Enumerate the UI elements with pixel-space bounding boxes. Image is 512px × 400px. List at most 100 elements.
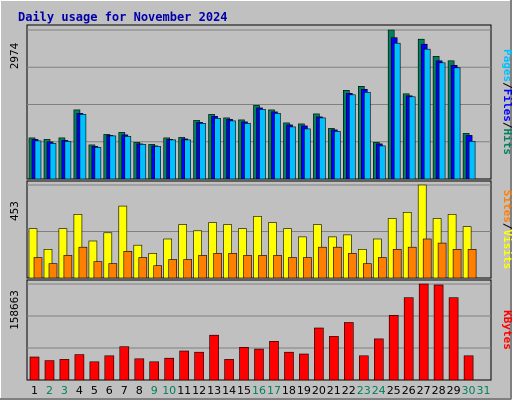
x-tick-label-day-29: 29: [447, 384, 461, 397]
x-tick-label-day-5: 5: [91, 384, 98, 397]
bar-visits-day-3: [58, 228, 68, 279]
x-tick-label-day-8: 8: [136, 384, 143, 397]
bar-sites-day-26: [407, 246, 417, 279]
x-tick-label-day-19: 19: [297, 384, 311, 397]
bar-sites-day-13: [213, 253, 222, 279]
bar-pages-day-27: [423, 48, 431, 180]
bar-pages-day-18: [289, 126, 296, 180]
panel-visits-ymax-label: 453: [8, 201, 21, 221]
legend-separator: /: [501, 223, 512, 230]
x-tick-label-day-9: 9: [151, 384, 158, 397]
bar-sites-day-28: [437, 242, 447, 279]
bar-sites-day-25: [392, 249, 402, 279]
bar-kbytes-day-26: [403, 297, 414, 381]
bar-pages-day-16: [259, 109, 266, 180]
bar-pages-day-20: [319, 117, 326, 180]
x-tick-label-day-4: 4: [76, 384, 83, 397]
bar-visits-day-5: [88, 240, 98, 279]
bar-sites-day-6: [108, 263, 118, 279]
bar-visits-day-4: [73, 214, 83, 279]
x-tick-label-day-25: 25: [387, 384, 401, 397]
x-tick-label-day-1: 1: [31, 384, 38, 397]
bar-pages-day-17: [274, 113, 281, 180]
bar-sites-day-2: [48, 263, 58, 279]
bar-kbytes-day-2: [44, 360, 55, 381]
bar-kbytes-day-25: [388, 314, 399, 381]
x-tick-label-day-18: 18: [282, 384, 296, 397]
bar-sites-day-20: [318, 246, 327, 279]
bar-sites-day-24: [377, 257, 387, 279]
chart-title: Daily usage for November 2024: [18, 10, 228, 24]
bar-pages-day-12: [199, 123, 206, 180]
bar-visits-day-14: [223, 224, 232, 279]
bar-kbytes-day-16: [254, 348, 264, 381]
bar-sites-day-29: [452, 249, 462, 279]
bar-visits-day-18: [283, 228, 292, 279]
legend-pages: Pages: [501, 49, 512, 82]
bar-visits-day-10: [163, 238, 172, 279]
bar-kbytes-day-4: [74, 354, 85, 381]
bar-visits-day-29: [447, 214, 457, 279]
bar-pages-day-21: [334, 131, 341, 180]
bar-pages-day-1: [34, 140, 42, 180]
bar-kbytes-day-12: [194, 351, 204, 381]
bar-kbytes-day-20: [314, 327, 324, 381]
bar-sites-day-9: [153, 265, 162, 279]
bar-sites-day-14: [228, 253, 237, 279]
panel-kbytes-ymax-label: 158663: [8, 290, 21, 330]
chart-panels: 2974Pages/Files/Hits453Sites/Visits15866…: [8, 24, 512, 381]
bar-sites-day-3: [63, 255, 73, 279]
x-tick-label-day-7: 7: [121, 384, 128, 397]
bar-sites-day-22: [347, 253, 357, 279]
bar-pages-day-11: [184, 139, 191, 180]
x-tick-label-day-10: 10: [162, 384, 176, 397]
x-tick-label-day-16: 16: [252, 384, 266, 397]
bar-sites-day-30: [467, 249, 477, 279]
bar-sites-day-11: [183, 259, 192, 279]
bar-pages-day-13: [214, 118, 221, 180]
bar-kbytes-day-10: [164, 357, 174, 381]
bar-sites-day-17: [273, 255, 282, 279]
bar-visits-day-27: [417, 184, 427, 279]
panel-kbytes-legend-label: KBytes: [501, 310, 512, 350]
bar-pages-day-30: [468, 141, 476, 180]
bar-sites-day-27: [422, 238, 432, 279]
bar-kbytes-day-3: [59, 359, 70, 381]
panel-traffic-legend-label: Pages/Files/Hits: [501, 49, 512, 155]
bar-kbytes-day-24: [373, 338, 384, 381]
bar-visits-day-13: [208, 222, 217, 279]
bar-pages-day-2: [49, 143, 57, 180]
x-tick-label-day-28: 28: [432, 384, 446, 397]
bar-sites-day-15: [243, 255, 252, 279]
x-tick-label-day-13: 13: [207, 384, 221, 397]
bar-visits-day-11: [178, 224, 187, 279]
bar-visits-day-15: [238, 228, 247, 279]
x-tick-label-day-27: 27: [417, 384, 431, 397]
panel-visits-legend-label: Sites/Visits: [501, 190, 512, 270]
legend-files: Files: [501, 89, 512, 122]
x-tick-label-day-11: 11: [177, 384, 191, 397]
bar-kbytes-day-28: [433, 284, 444, 381]
bar-sites-day-5: [93, 261, 103, 279]
bar-visits-day-17: [268, 222, 277, 279]
bar-pages-day-19: [304, 128, 311, 180]
bar-pages-day-29: [453, 67, 461, 180]
x-tick-label-day-31: 31: [477, 384, 491, 397]
x-tick-label-day-30: 30: [462, 384, 476, 397]
bar-pages-day-7: [124, 136, 132, 180]
bar-kbytes-day-27: [418, 283, 429, 381]
bar-sites-day-12: [198, 255, 207, 279]
bar-visits-day-25: [387, 218, 397, 279]
bar-sites-day-18: [288, 257, 297, 279]
bar-kbytes-day-22: [343, 322, 354, 381]
bar-kbytes-day-8: [134, 358, 145, 381]
bar-kbytes-day-6: [104, 355, 115, 381]
x-tick-label-day-2: 2: [46, 384, 53, 397]
x-tick-label-day-22: 22: [342, 384, 356, 397]
bar-pages-day-23: [363, 92, 371, 180]
bar-pages-day-15: [244, 123, 251, 180]
bar-pages-day-5: [94, 147, 102, 180]
legend-kbytes: KBytes: [501, 310, 512, 350]
